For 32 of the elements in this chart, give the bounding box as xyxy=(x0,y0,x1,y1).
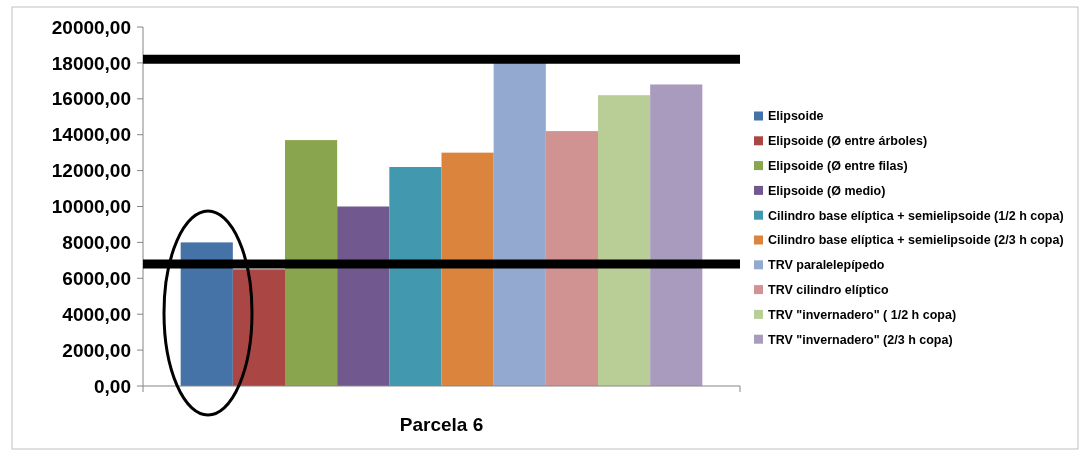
legend-label: Elipsoide (Ø entre árboles) xyxy=(768,134,928,149)
y-tick-label: 20000,00 xyxy=(51,16,131,38)
bar xyxy=(337,206,390,386)
y-tick-label: 8000,00 xyxy=(62,232,131,254)
y-tick-label: 12000,00 xyxy=(51,160,131,182)
legend-label: TRV cilindro elíptico xyxy=(768,282,889,297)
bar xyxy=(180,242,233,386)
legend-label: Elipsoide xyxy=(768,109,824,124)
y-tick-label: 16000,00 xyxy=(51,88,131,110)
y-tick-label: 10000,00 xyxy=(51,196,131,218)
bar xyxy=(285,140,338,386)
x-tick-label: Parcela 6 xyxy=(399,414,484,435)
y-tick-label: 18000,00 xyxy=(51,52,131,74)
bar xyxy=(232,269,286,386)
legend-label: Cilindro base elíptica + semielipsoide (2/3 h copa) xyxy=(768,233,1064,248)
y-tick-label: 4000,00 xyxy=(62,303,131,325)
bar xyxy=(441,152,494,386)
legend-label: TRV paralelepípedo xyxy=(768,258,885,273)
legend-label: TRV "invernadero" (2/3 h copa) xyxy=(768,332,953,347)
y-tick-label: 14000,00 xyxy=(51,124,131,146)
legend-label: Elipsoide (Ø medio) xyxy=(768,183,886,198)
legend-label: Elipsoide (Ø entre filas) xyxy=(768,158,908,173)
y-tick-label: 6000,00 xyxy=(62,267,131,289)
bar xyxy=(493,62,546,386)
legend-label: Cilindro base elíptica + semielipsoide (1/2 h copa) xyxy=(768,208,1064,223)
bar xyxy=(389,167,442,386)
legend-label: TRV "invernadero" ( 1/2 h copa) xyxy=(768,307,957,322)
bar xyxy=(650,84,703,386)
bar xyxy=(545,131,598,386)
bar xyxy=(598,95,651,386)
y-tick-label: 0,00 xyxy=(94,375,131,397)
y-tick-label: 2000,00 xyxy=(62,339,131,361)
